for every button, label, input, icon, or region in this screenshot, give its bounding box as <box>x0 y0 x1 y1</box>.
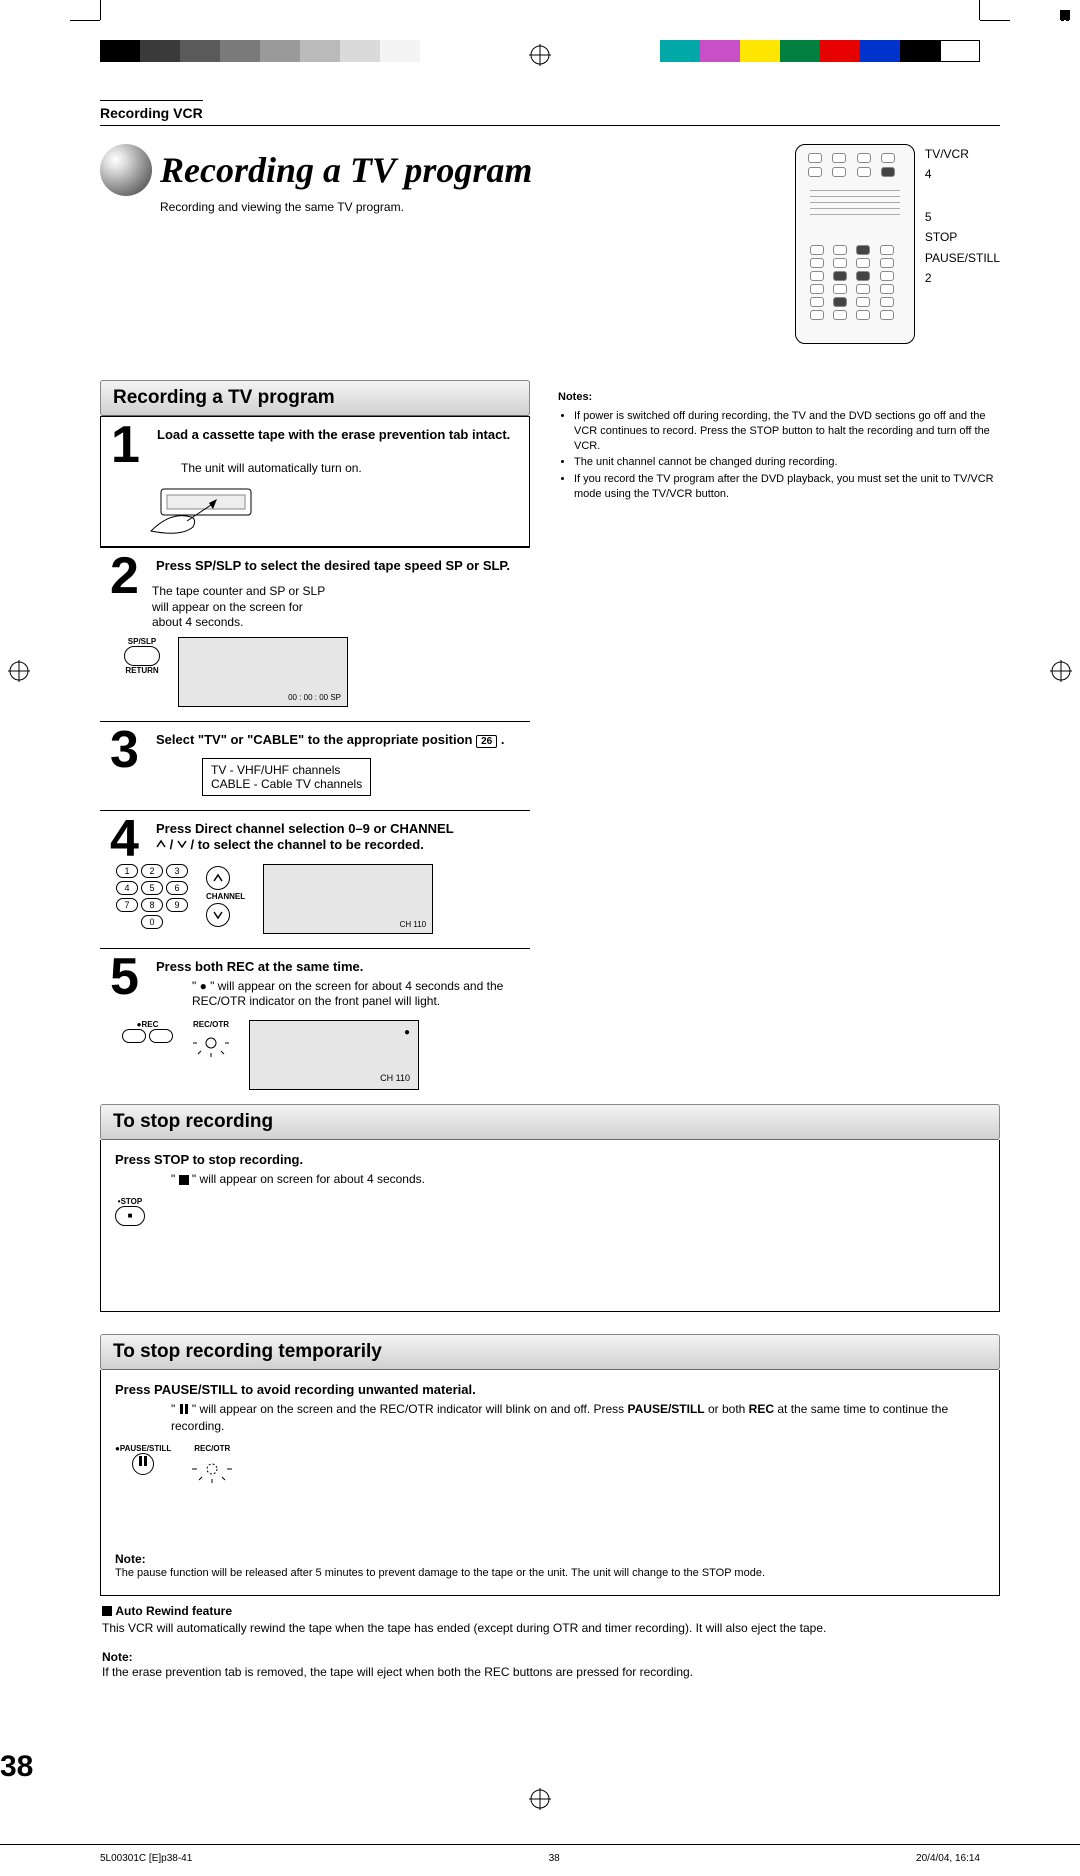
osd-screen <box>163 1197 333 1297</box>
stop-section-header: To stop recording <box>100 1104 1000 1140</box>
rec-button-icon <box>149 1029 173 1043</box>
grayscale-bar <box>100 40 420 62</box>
square-bullet-icon <box>102 1606 112 1616</box>
footer-right: 20/4/04, 16:14 <box>916 1853 980 1864</box>
footer-left: 5L00301C [E]p38-41 <box>100 1853 192 1864</box>
cassette-insert-icon <box>141 481 261 541</box>
step-4: 4 Press Direct channel selection 0–9 or … <box>100 810 530 948</box>
footer: 5L00301C [E]p38-41 38 20/4/04, 16:14 <box>0 1844 1080 1876</box>
channel-down-icon <box>206 903 230 927</box>
registration-mark-icon <box>1050 660 1072 682</box>
page-number: 38 <box>0 1750 1080 1784</box>
spectrum-bar <box>660 40 980 62</box>
remote-callouts: TV/VCR 4 5 STOP PAUSE/STILL 2 <box>925 144 1000 344</box>
up-chevron-icon <box>156 839 166 849</box>
temp-stop-section-body: Press PAUSE/STILL to avoid recording unw… <box>100 1370 1000 1595</box>
left-notes: Notes: If power is switched off during r… <box>558 390 1000 1104</box>
registration-mark-icon <box>529 1788 551 1810</box>
auto-rewind-block: Auto Rewind feature This VCR will automa… <box>100 1596 1000 1688</box>
page-subtitle: Recording and viewing the same TV progra… <box>160 200 755 214</box>
osd-screen <box>253 1444 423 1544</box>
step-2: 2 Press SP/SLP to select the desired tap… <box>100 547 530 721</box>
step-1: 1 Load a cassette tape with the erase pr… <box>101 416 529 457</box>
stop-square-icon <box>179 1175 189 1185</box>
rec-otr-indicator-icon: REC/OTR <box>191 1020 231 1062</box>
pause-icon <box>1060 10 1070 24</box>
registration-mark-icon <box>8 660 30 682</box>
keypad-icon: 123 456 789 0 <box>116 864 188 929</box>
ref-badge: 26 <box>476 735 497 748</box>
osd-screen: 00 : 00 : 00 SP <box>178 637 348 707</box>
rec-button-icon <box>122 1029 146 1043</box>
rec-otr-blink-icon: REC/OTR <box>189 1444 235 1488</box>
footer-center: 38 <box>549 1853 560 1864</box>
stop-section-body: Press STOP to stop recording. " " will a… <box>100 1140 1000 1312</box>
temp-stop-section-header: To stop recording temporarily <box>100 1334 1000 1370</box>
osd-screen: CH 110 <box>263 864 433 934</box>
pause-icon <box>179 1402 189 1418</box>
remote-illustration <box>795 144 915 344</box>
step-5: 5 Press both REC at the same time. " ● "… <box>100 948 530 1104</box>
tv-cable-table: TV - VHF/UHF channels CABLE - Cable TV c… <box>202 758 371 796</box>
section-label: Recording VCR <box>100 100 203 121</box>
registration-mark-icon <box>529 44 551 66</box>
sp-slp-button-icon <box>124 646 160 666</box>
stop-button-icon: ■ <box>115 1206 145 1226</box>
osd-screen: ● CH 110 <box>249 1020 419 1090</box>
pause-button-icon <box>132 1453 154 1475</box>
channel-up-icon <box>206 866 230 890</box>
page-title: Recording a TV program <box>100 144 755 196</box>
sphere-icon <box>100 144 152 196</box>
printer-marks-top <box>0 0 1080 80</box>
step-3: 3 Select "TV" or "CABLE" to the appropri… <box>100 721 530 810</box>
left-section-header: Recording a TV program <box>100 380 530 416</box>
down-chevron-icon <box>177 839 187 849</box>
